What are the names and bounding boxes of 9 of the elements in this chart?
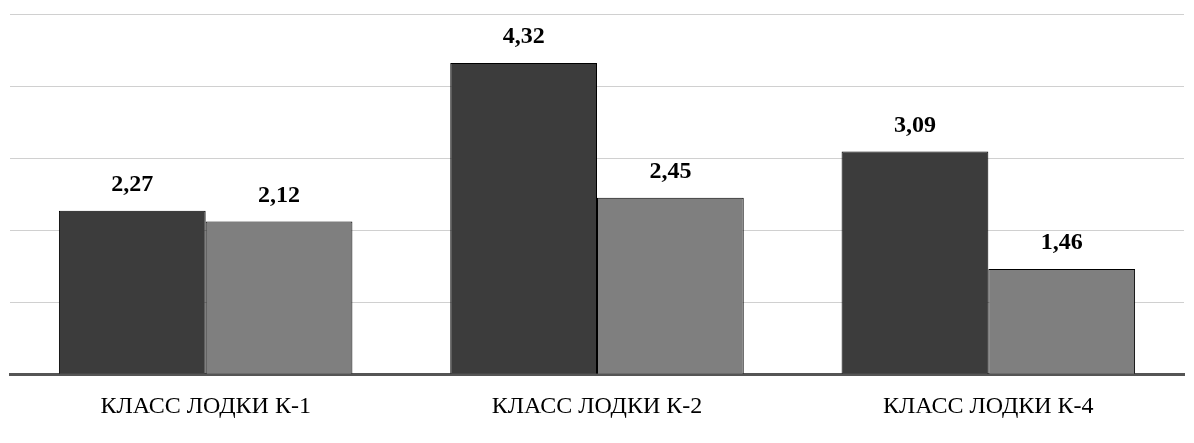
- x-tick-label: КЛАСС ЛОДКИ К-1: [100, 391, 311, 418]
- x-tick-label: КЛАСС ЛОДКИ К-2: [491, 391, 703, 418]
- data-label: 2,45: [649, 156, 692, 183]
- data-label: 3,09: [893, 110, 936, 137]
- data-label: 2,27: [111, 169, 154, 196]
- data-label: 1,46: [1040, 228, 1083, 255]
- x-tick-label: КЛАСС ЛОДКИ К-4: [883, 391, 1094, 418]
- data-label: 4,32: [502, 22, 545, 49]
- data-label: 2,12: [258, 180, 301, 207]
